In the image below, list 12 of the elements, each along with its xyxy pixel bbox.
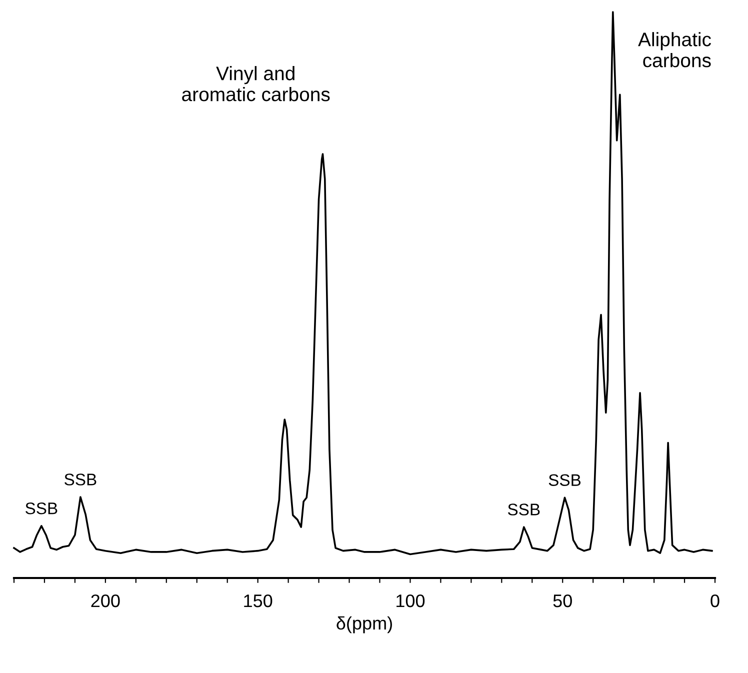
annotation: SSB [508,504,540,516]
x-tick-label: 200 [91,594,120,608]
annotation: Aliphatic carbons [638,32,711,68]
annotation: SSB [64,474,96,486]
x-tick-label: 0 [710,594,720,608]
annotation: SSB [26,502,58,514]
annotation: Vinyl and aromatic carbons [182,66,330,102]
x-tick-label: 100 [396,594,425,608]
x-tick-label: 50 [553,594,572,608]
x-axis-title: δ(ppm) [336,616,392,634]
annotation: SSB [548,474,581,486]
x-tick-label: 150 [244,594,272,608]
